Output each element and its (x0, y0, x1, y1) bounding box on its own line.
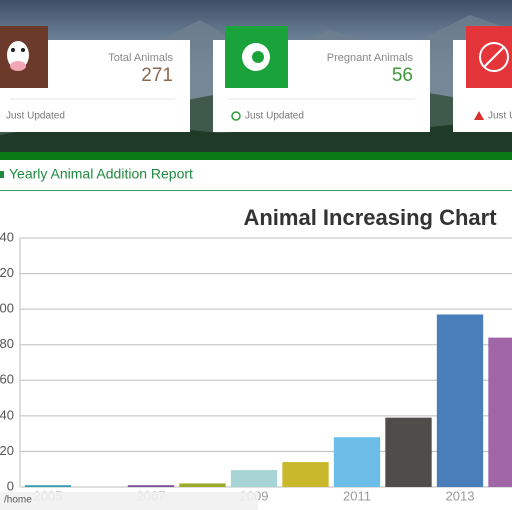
bar (333, 437, 381, 487)
panel-title: Yearly Animal Addition Report (9, 166, 193, 182)
icon-shape (252, 51, 264, 63)
bar (24, 485, 72, 487)
y-tick-label: 80 (0, 336, 14, 351)
cow-eye (11, 48, 15, 52)
bar (488, 337, 512, 487)
card-value: 56 (392, 65, 413, 86)
y-tick-label: 140 (0, 229, 14, 244)
bar (230, 470, 278, 487)
card-label: Pregnant Animals (327, 52, 414, 64)
y-tick-label: 120 (0, 265, 14, 280)
report-panel: Yearly Animal Addition Report (0, 166, 512, 191)
y-tick-label: 20 (0, 443, 14, 458)
x-tick-label: 2011 (343, 488, 371, 503)
cow-eye (21, 48, 25, 52)
warning-icon (474, 111, 484, 120)
card-label: Total Animals (108, 52, 173, 64)
chart-title: Animal Increasing Chart (243, 205, 497, 230)
status-bar: /home (0, 492, 258, 510)
card-value: 271 (141, 65, 173, 86)
panel-marker (0, 171, 4, 178)
icon-shape (483, 46, 505, 68)
stat-card: Pregnant Animals 56 Just Updated (213, 26, 430, 132)
bar (282, 462, 329, 487)
bar (179, 483, 226, 487)
x-tick-label: 2013 (446, 488, 475, 503)
refresh-icon (231, 111, 241, 121)
card-footer: Just Updated (488, 111, 512, 122)
y-tick-label: 0 (7, 478, 14, 493)
icon-shape (479, 42, 509, 72)
status-url: /home (4, 495, 32, 506)
bar (385, 417, 432, 487)
chart: 02040608010012014020052007200920112013 (0, 229, 512, 503)
bar (127, 485, 175, 487)
stat-card: Total Animals 271 Just Updated (0, 26, 190, 132)
y-tick-label: 60 (0, 372, 14, 387)
alert-icon (466, 26, 512, 88)
y-tick-label: 100 (0, 301, 14, 316)
card-footer: Just Updated (6, 111, 65, 122)
bar (436, 314, 484, 487)
y-tick-label: 40 (0, 407, 14, 422)
cow-nose (10, 61, 26, 71)
stat-card: Just Updated (453, 26, 512, 132)
cow-face (7, 41, 29, 69)
card-footer: Just Updated (245, 111, 304, 122)
